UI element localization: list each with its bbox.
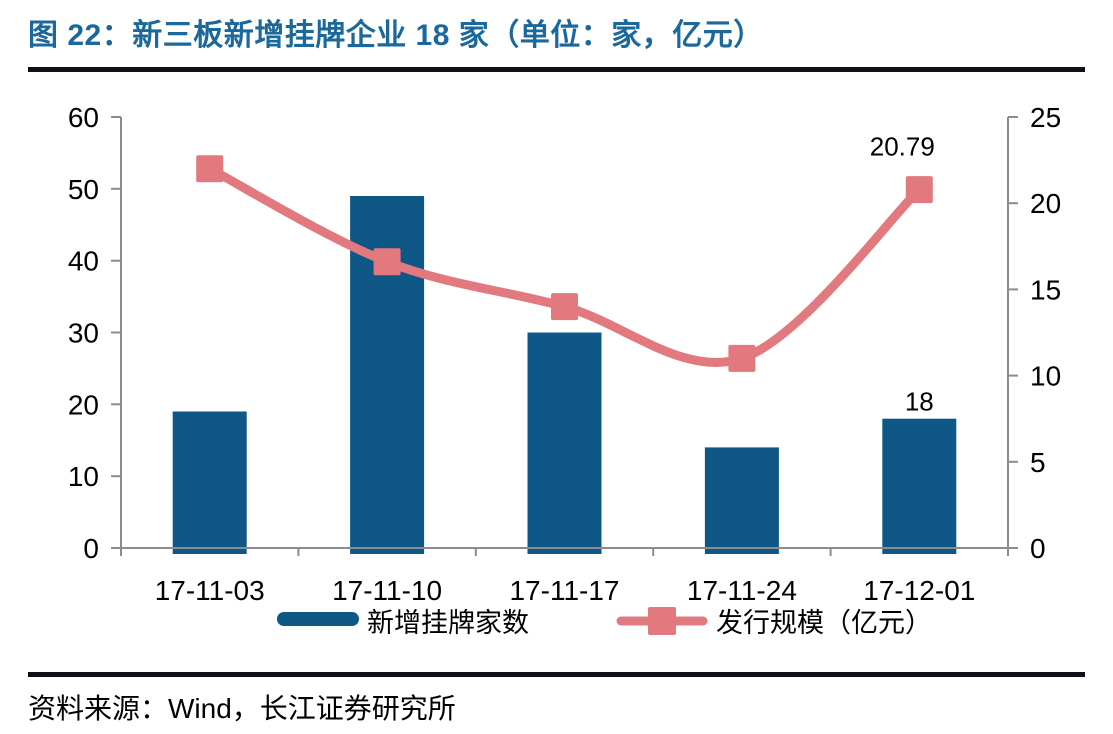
figure-title: 图 22：新三板新增挂牌企业 18 家（单位：家，亿元）	[28, 19, 764, 52]
line-marker-17-12-01	[905, 176, 933, 204]
left-axis-label-40: 40	[68, 246, 99, 277]
line-marker-17-11-03	[196, 155, 224, 183]
left-axis-label-10: 10	[68, 461, 99, 492]
legend-line-marker	[648, 607, 676, 635]
legend-line-label: 发行规模（亿元）	[716, 608, 932, 638]
bar-value-label: 18	[905, 387, 934, 417]
x-axis-label-17-11-17: 17-11-17	[509, 575, 619, 606]
right-axis-label-5: 5	[1030, 447, 1046, 478]
line-value-label: 20.79	[870, 132, 935, 162]
left-axis-label-50: 50	[68, 174, 99, 205]
right-axis-label-25: 25	[1030, 102, 1061, 133]
bar-17-11-03	[172, 411, 247, 554]
bar-17-11-17	[527, 332, 602, 554]
legend-bar-swatch	[277, 612, 359, 626]
bar-17-11-24	[704, 447, 779, 554]
x-axis-label-17-11-10: 17-11-10	[332, 575, 442, 606]
line-marker-17-11-24	[728, 344, 756, 372]
footer-divider	[28, 672, 1085, 677]
x-axis-label-17-12-01: 17-12-01	[863, 575, 975, 606]
right-axis-label-10: 10	[1030, 361, 1061, 392]
source-text: 资料来源：Wind，长江证券研究所	[28, 693, 456, 724]
left-axis-label-60: 60	[68, 102, 99, 133]
right-axis-label-0: 0	[1030, 533, 1046, 564]
right-axis-label-15: 15	[1030, 274, 1061, 305]
left-axis-label-20: 20	[68, 389, 99, 420]
line-marker-17-11-10	[373, 248, 401, 276]
bar-17-12-01	[882, 418, 957, 554]
left-axis-label-30: 30	[68, 318, 99, 349]
x-axis-label-17-11-24: 17-11-24	[687, 575, 797, 606]
right-axis-label-20: 20	[1030, 188, 1061, 219]
left-axis-label-0: 0	[83, 533, 99, 564]
legend-bar-label: 新增挂牌家数	[367, 608, 529, 638]
title-divider	[28, 67, 1085, 72]
x-axis-label-17-11-03: 17-11-03	[155, 575, 265, 606]
line-marker-17-11-17	[551, 293, 578, 321]
